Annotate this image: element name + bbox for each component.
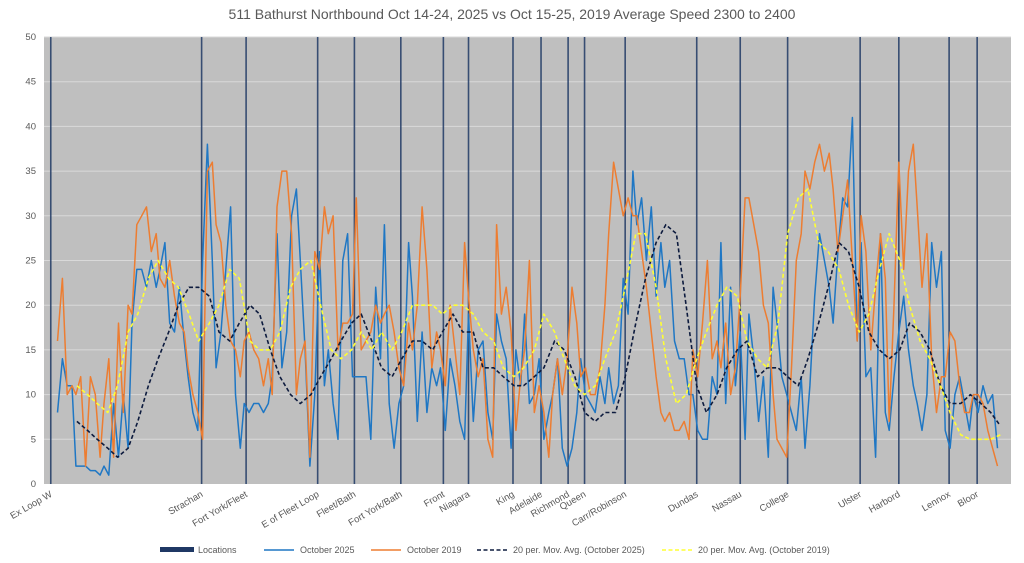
legend-label: October 2025 xyxy=(300,545,355,555)
legend-label: 20 per. Mov. Avg. (October 2019) xyxy=(698,545,830,555)
series-lines xyxy=(56,116,1002,476)
y-tick-label: 25 xyxy=(25,256,36,267)
legend-label: 20 per. Mov. Avg. (October 2025) xyxy=(513,545,645,555)
y-tick-label: 10 xyxy=(25,390,36,401)
legend-label: Locations xyxy=(198,545,237,555)
location-label: Dundas xyxy=(666,489,700,515)
location-label: Nassau xyxy=(710,489,743,515)
legend-label: October 2019 xyxy=(407,545,462,555)
y-tick-label: 50 xyxy=(25,32,36,43)
y-tick-label: 35 xyxy=(25,166,36,177)
y-tick-label: 5 xyxy=(31,434,36,445)
y-tick-label: 20 xyxy=(25,300,36,311)
y-tick-label: 15 xyxy=(25,345,36,356)
chart-title: 511 Bathurst Northbound Oct 14-24, 2025 … xyxy=(229,6,796,22)
location-label: Bloor xyxy=(956,489,981,510)
location-label: College xyxy=(758,489,791,515)
location-label: Strachan xyxy=(167,489,205,518)
location-label: Harbord xyxy=(867,489,902,516)
location-label: E of Fleet Loop xyxy=(260,489,321,531)
location-label: Lennox xyxy=(920,489,953,514)
legend-swatch-locations xyxy=(160,547,194,552)
y-tick-label: 30 xyxy=(25,211,36,222)
y-axis-ticks: 0 5 10 15 20 25 30 35 40 45 50 xyxy=(25,32,36,490)
location-label: Ex Loop W xyxy=(9,489,55,522)
location-label: Ulster xyxy=(837,489,864,511)
y-tick-label: 0 xyxy=(31,479,36,490)
series-october-2019 xyxy=(56,143,999,467)
y-tick-label: 40 xyxy=(25,121,36,132)
y-tick-label: 45 xyxy=(25,77,36,88)
legend: Locations October 2025 October 2019 20 per.… xyxy=(160,545,830,555)
series-mov-avg-2019 xyxy=(76,188,1001,441)
series-mov-avg-2025 xyxy=(76,223,1002,459)
